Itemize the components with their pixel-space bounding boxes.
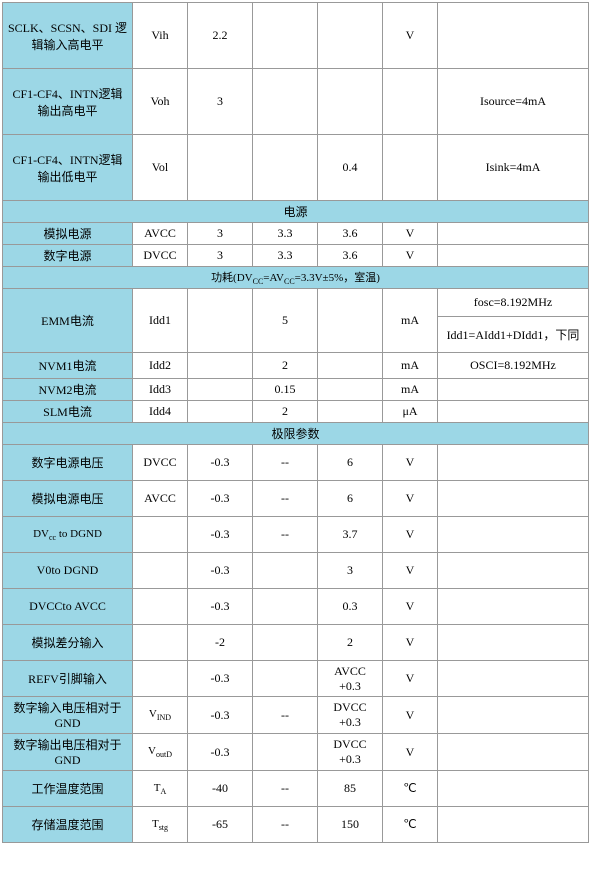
row-dvcc-avcc: DVCCto AVCC -0.3 0.3 V: [3, 589, 589, 625]
sym: Voh: [133, 69, 188, 135]
row-emm: EMM电流 Idd1 5 mA fosc=8.192MHz: [3, 289, 589, 317]
section-power: 电源: [3, 201, 589, 223]
unit: V: [383, 3, 438, 69]
row-l-dvcc: 数字电源电压 DVCC -0.3 -- 6 V: [3, 445, 589, 481]
min: 2.2: [188, 3, 253, 69]
sym: Vol: [133, 135, 188, 201]
row-ta: 工作温度范围 TA -40 -- 85 ℃: [3, 771, 589, 807]
row-dvcc: 数字电源 DVCC 3 3.3 3.6 V: [3, 245, 589, 267]
section-limits: 极限参数: [3, 423, 589, 445]
row-nvm1: NVM1电流 Idd2 2 mA OSCI=8.192MHz: [3, 353, 589, 379]
row-voutd: 数字输出电压相对于GND VoutD -0.3 DVCC +0.3 V: [3, 734, 589, 771]
row-tstg: 存储温度范围 Tstg -65 -- 150 ℃: [3, 807, 589, 843]
row-avcc: 模拟电源 AVCC 3 3.3 3.6 V: [3, 223, 589, 245]
sym: Vih: [133, 3, 188, 69]
row-v0-dgnd: V0to DGND -0.3 3 V: [3, 553, 589, 589]
spec-table: SCLK、SCSN、SDI 逻辑输入高电平 Vih 2.2 V CF1-CF4、…: [2, 2, 589, 843]
param-label: SCLK、SCSN、SDI 逻辑输入高电平: [3, 3, 133, 69]
row-logic-out-high: CF1-CF4、INTN逻辑输出高电平 Voh 3 Isource=4mA: [3, 69, 589, 135]
row-logic-in-high: SCLK、SCSN、SDI 逻辑输入高电平 Vih 2.2 V: [3, 3, 589, 69]
cond: Isource=4mA: [438, 69, 589, 135]
row-vind: 数字输入电压相对于GND VIND -0.3 -- DVCC +0.3 V: [3, 697, 589, 734]
param-label: CF1-CF4、INTN逻辑输出高电平: [3, 69, 133, 135]
row-refv: REFV引脚输入 -0.3 AVCC +0.3 V: [3, 661, 589, 697]
section-consumption: 功耗(DVCC=AVCC=3.3V±5%，室温): [3, 267, 589, 289]
row-slm: SLM电流 Idd4 2 μA: [3, 401, 589, 423]
row-nvm2: NVM2电流 Idd3 0.15 mA: [3, 379, 589, 401]
row-diff-input: 模拟差分输入 -2 2 V: [3, 625, 589, 661]
row-l-avcc: 模拟电源电压 AVCC -0.3 -- 6 V: [3, 481, 589, 517]
cond: Isink=4mA: [438, 135, 589, 201]
max: 0.4: [318, 135, 383, 201]
min: 3: [188, 69, 253, 135]
row-logic-out-low: CF1-CF4、INTN逻辑输出低电平 Vol 0.4 Isink=4mA: [3, 135, 589, 201]
row-dvcc-dgnd: DVcc to DGND -0.3 -- 3.7 V: [3, 517, 589, 553]
param-label: CF1-CF4、INTN逻辑输出低电平: [3, 135, 133, 201]
